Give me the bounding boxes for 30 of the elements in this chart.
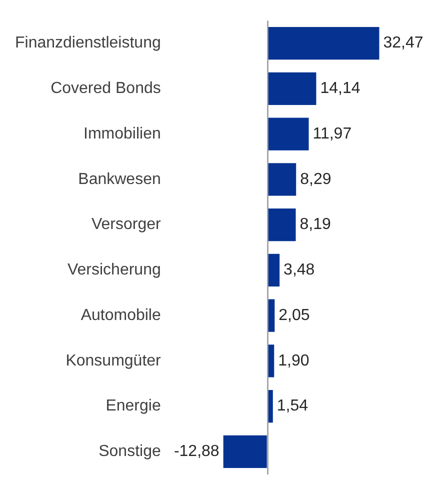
bar — [268, 118, 309, 150]
y-tick-label: Bankwesen — [78, 170, 161, 188]
bar — [268, 26, 380, 60]
data-label: 11,97 — [312, 125, 352, 142]
bar — [268, 208, 296, 242]
data-label: 14,14 — [320, 80, 360, 98]
y-tick-label: Automobile — [80, 306, 161, 324]
data-label: 1,90 — [278, 352, 310, 370]
data-label: 3,48 — [284, 262, 315, 279]
bar — [268, 72, 316, 106]
y-tick-label: Versorger — [91, 216, 162, 234]
data-label: -12,88 — [174, 443, 220, 460]
data-label: 8,19 — [300, 216, 331, 234]
bar — [268, 299, 275, 332]
bar — [268, 390, 273, 423]
bar — [268, 344, 274, 378]
bar — [268, 163, 296, 196]
y-tick-label: Covered Bonds — [50, 80, 161, 98]
data-label: 1,54 — [276, 398, 308, 415]
y-tick-label: Finanzdienstleistung — [14, 34, 161, 52]
data-label: 32,47 — [383, 34, 424, 52]
y-tick-label: Energie — [106, 398, 161, 415]
y-tick-label: Immobilien — [84, 125, 161, 142]
y-tick-label: Versicherung — [67, 262, 161, 279]
data-label: 2,05 — [278, 306, 310, 324]
y-tick-label: Konsumgüter — [66, 352, 162, 370]
data-label: 8,29 — [300, 170, 332, 188]
bar — [268, 254, 280, 287]
y-tick-label: Sonstige — [98, 443, 161, 460]
bar — [223, 435, 267, 468]
